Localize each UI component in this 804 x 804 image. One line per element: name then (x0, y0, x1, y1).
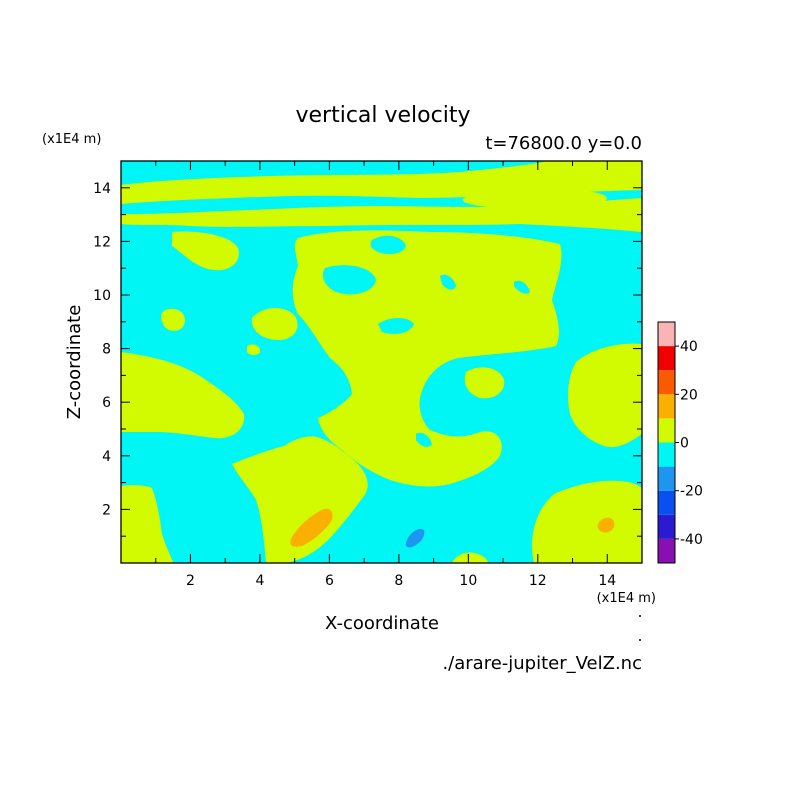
positive-upper-band (121, 161, 642, 232)
source-file-label: ./arare-jupiter_VelZ.nc (442, 653, 642, 674)
x-unit-label: (x1E4 m) (597, 591, 656, 606)
positive-lower-left (121, 485, 174, 563)
colorbar-swatch (658, 322, 675, 347)
y-unit-label: (x1E4 m) (42, 132, 101, 147)
y-tick-label: 8 (102, 342, 111, 358)
colorbar-swatch (658, 346, 675, 371)
negative-hole-plume-a (370, 235, 406, 254)
negative-hole-plume-c (378, 318, 414, 334)
negative-hole-plume-d (440, 274, 456, 290)
positive-central-plume (292, 230, 562, 487)
colorbar: -40 -20 0 20 40 (657, 321, 703, 564)
colorbar-tick-label: -40 (680, 532, 703, 548)
positive-left-blob (172, 231, 239, 271)
x-tick-label: 6 (325, 573, 334, 589)
positive-left-lobe (121, 352, 245, 439)
colorbar-swatch (658, 370, 675, 395)
y-tick-label: 12 (93, 234, 111, 250)
colorbar-swatch (658, 490, 675, 515)
positive-cloud-upper-right (462, 189, 607, 209)
strong-updraft-right (597, 517, 615, 533)
x-tick-label: 12 (529, 573, 547, 589)
downdraft-center (405, 528, 425, 548)
y-tick-label: 14 (93, 181, 111, 197)
colorbar-tick-label: 40 (680, 339, 698, 355)
positive-small-blob-left (161, 308, 186, 331)
x-tick-label: 4 (255, 573, 264, 589)
x-axis-label: X-coordinate (325, 613, 439, 634)
colorbar-swatch (658, 466, 675, 491)
dot-mark (639, 639, 641, 641)
strong-updraft-center (290, 508, 333, 547)
y-tick-label: 6 (102, 395, 111, 411)
y-tick-label: 2 (102, 502, 111, 518)
colorbar-swatch (658, 418, 675, 443)
x-tick-label: 10 (459, 573, 477, 589)
positive-lower-right (531, 480, 642, 563)
positive-right-lobe (568, 343, 642, 448)
x-tick-label: 2 (186, 573, 195, 589)
colorbar-tick-label: -20 (680, 484, 703, 500)
positive-tiny-blob (247, 344, 261, 355)
y-axis-ticks: 2 4 6 8 10 12 14 (93, 160, 642, 564)
positive-bottom-bubble (452, 552, 488, 563)
x-axis-ticks: 2 4 6 8 10 12 14 (120, 161, 643, 589)
positive-blob-mid (251, 307, 298, 340)
colorbar-swatch (658, 442, 675, 467)
chart-subtitle: t=76800.0 y=0.0 (485, 133, 642, 154)
plot-frame (120, 160, 643, 564)
positive-mid-right-patch (464, 367, 505, 399)
colorbar-tick-label: 20 (680, 387, 698, 403)
y-axis-label: Z-coordinate (64, 305, 85, 420)
colorbar-tick-label: 0 (680, 436, 689, 452)
contour-field (121, 161, 642, 563)
negative-hole-plume-f (416, 432, 432, 447)
x-tick-label: 14 (598, 573, 616, 589)
negative-hole-plume-b (322, 265, 376, 295)
colorbar-swatch (658, 538, 675, 563)
colorbar-swatch (658, 394, 675, 419)
dot-mark (639, 615, 641, 617)
chart-title: vertical velocity (295, 103, 470, 128)
positive-lower-center (232, 436, 368, 563)
y-tick-label: 4 (102, 449, 111, 465)
colorbar-swatch (658, 514, 675, 539)
y-tick-label: 10 (93, 288, 111, 304)
x-tick-label: 8 (394, 573, 403, 589)
negative-hole-plume-e (514, 280, 530, 294)
negative-hole-left-lobe (150, 436, 164, 447)
